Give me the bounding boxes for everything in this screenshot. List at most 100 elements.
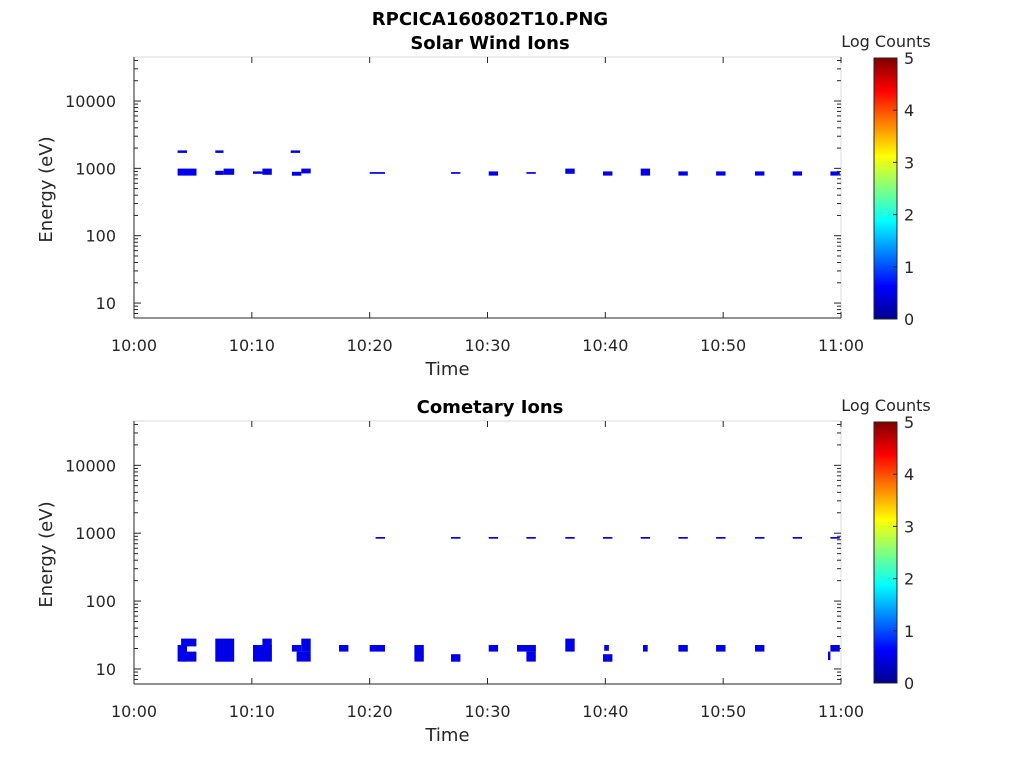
heatmap-cell xyxy=(517,645,536,652)
colorbar-tick-label: 4 xyxy=(904,101,914,120)
heatmap-cell xyxy=(565,638,575,652)
panel-title: Cometary Ions xyxy=(417,397,564,418)
colorbar-tick-label: 3 xyxy=(904,517,914,536)
x-tick-label: 10:10 xyxy=(229,336,275,355)
heatmap-cell xyxy=(223,168,235,175)
y-axis-label: Energy (eV) xyxy=(36,501,57,607)
heatmap-cell xyxy=(488,171,499,176)
heatmap-cell xyxy=(488,645,499,652)
heatmap-cell xyxy=(262,168,272,175)
colorbar xyxy=(873,57,898,320)
x-tick-label: 10:50 xyxy=(700,336,746,355)
panel-1: Solar Wind Ions 10:00 10:10 10:20 10:30 10:40… xyxy=(36,32,931,380)
heatmap-cell xyxy=(678,645,688,652)
colorbar-tick-label: 3 xyxy=(904,153,914,172)
heatmap-cell xyxy=(215,170,224,175)
panels: Solar Wind Ions 10:00 10:10 10:20 10:30 10:40… xyxy=(36,32,931,746)
x-tick-label: 10:10 xyxy=(229,702,275,721)
x-tick-label: 10:30 xyxy=(464,702,510,721)
y-tick-label: 100 xyxy=(85,592,116,611)
heatmap-cell xyxy=(565,537,575,539)
heatmap-cell xyxy=(755,171,765,176)
colorbar-tick-label: 2 xyxy=(904,206,914,225)
heatmap-cell xyxy=(526,537,536,539)
heatmap-cell xyxy=(526,172,536,174)
x-tick-label: 10:50 xyxy=(700,702,746,721)
heatmap-cell xyxy=(603,171,613,176)
x-axis-label: Time xyxy=(424,725,469,746)
heatmap-cell xyxy=(604,645,609,651)
heatmap-cell xyxy=(830,537,840,539)
heatmap-cell xyxy=(369,172,385,174)
panel-title: Solar Wind Ions xyxy=(410,33,569,54)
heatmap-cell xyxy=(830,645,840,652)
x-tick-label: 11:00 xyxy=(818,702,864,721)
heatmap-cell xyxy=(716,537,726,539)
heatmap-cell xyxy=(451,537,461,539)
x-tick-label: 10:40 xyxy=(582,336,628,355)
x-tick-label: 10:20 xyxy=(347,336,393,355)
heatmap-cell xyxy=(296,651,311,662)
heatmap-cell xyxy=(215,638,235,662)
heatmap-cell xyxy=(253,645,272,662)
heatmap-cell xyxy=(678,537,688,539)
heatmap-cell xyxy=(678,171,688,176)
colorbar-tick-label: 0 xyxy=(904,310,914,329)
y-tick-label: 100 xyxy=(85,227,116,246)
heatmap-cell xyxy=(253,171,263,174)
heatmap-cell xyxy=(716,645,726,652)
heatmap-cell xyxy=(215,150,224,153)
heatmap-cell xyxy=(830,171,840,176)
heatmap-cell xyxy=(262,638,272,647)
heatmap-cell xyxy=(451,172,461,174)
x-tick-label: 10:00 xyxy=(111,702,157,721)
heatmap-cells xyxy=(177,150,840,176)
heatmap-cells xyxy=(177,537,840,662)
colorbar-tick-label: 5 xyxy=(904,49,914,68)
heatmap-cell xyxy=(643,645,648,652)
colorbar-tick-label: 0 xyxy=(904,674,914,693)
heatmap-cell xyxy=(414,645,424,662)
heatmap-cell xyxy=(291,645,302,652)
x-tick-label: 11:00 xyxy=(818,336,864,355)
colorbar-tick-label: 5 xyxy=(904,413,914,432)
heatmap-cell xyxy=(565,168,575,174)
heatmap-cell xyxy=(177,168,197,176)
heatmap-cell xyxy=(290,150,301,153)
x-tick-label: 10:20 xyxy=(347,702,393,721)
y-tick-label: 10 xyxy=(96,294,116,313)
colorbar-tick-label: 1 xyxy=(904,622,914,641)
heatmap-cell xyxy=(792,537,803,539)
y-tick-label: 10 xyxy=(96,660,116,679)
colorbar-tick-label: 2 xyxy=(904,570,914,589)
colorbar-label: Log Counts xyxy=(841,396,931,415)
x-tick-label: 10:30 xyxy=(464,336,510,355)
heatmap-cell xyxy=(603,654,613,662)
heatmap-cell xyxy=(291,171,302,176)
y-tick-label: 1000 xyxy=(75,159,116,178)
y-tick-label: 10000 xyxy=(65,92,116,111)
heatmap-cell xyxy=(716,171,726,176)
x-axis-label: Time xyxy=(424,359,469,380)
heatmap-cell xyxy=(181,638,197,647)
heatmap-cell xyxy=(339,645,349,652)
heatmap-cell xyxy=(526,651,536,662)
heatmap-cell xyxy=(451,654,461,662)
y-axis-label: Energy (eV) xyxy=(36,136,57,242)
colorbar-tick-label: 4 xyxy=(904,465,914,484)
heatmap-cell xyxy=(181,651,197,662)
colorbar-tick-label: 1 xyxy=(904,258,914,277)
heatmap-cell xyxy=(755,537,765,539)
heatmap-cell xyxy=(375,537,385,539)
heatmap-cell xyxy=(792,171,803,176)
colorbar xyxy=(873,421,898,684)
y-tick-label: 1000 xyxy=(75,524,116,543)
x-tick-label: 10:40 xyxy=(582,702,628,721)
heatmap-cell xyxy=(603,537,613,539)
heatmap-cell xyxy=(640,168,651,176)
figure-title: RPCICA160802T10.PNG xyxy=(372,9,608,30)
heatmap-cell xyxy=(369,645,385,652)
heatmap-cell xyxy=(301,638,311,652)
